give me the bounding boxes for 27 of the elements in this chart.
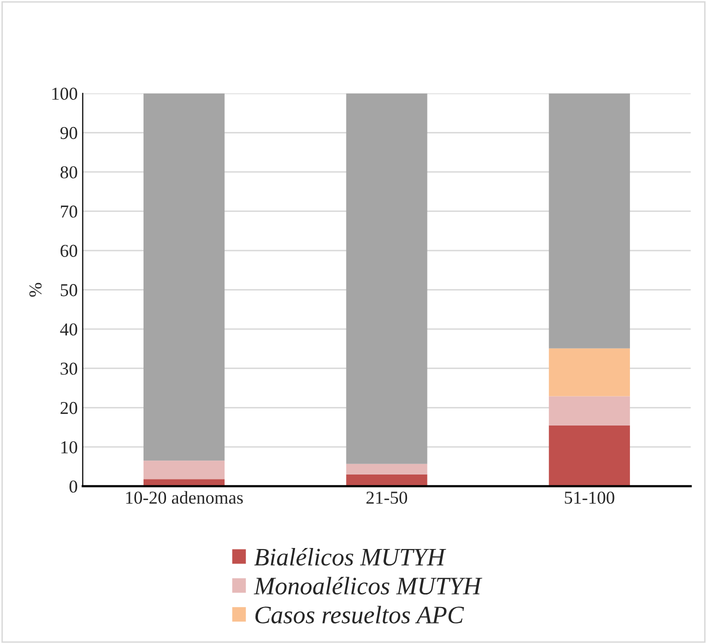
bar: [548, 348, 630, 396]
bar: [548, 425, 630, 486]
bar: [548, 93, 630, 348]
bar: [548, 396, 630, 426]
y-tick-label: 40: [60, 323, 78, 336]
bar: [346, 464, 428, 474]
x-tick-label: 21-50: [366, 492, 408, 504]
legend-label: Monoalélicos MUTYH: [254, 576, 482, 595]
bar: [346, 474, 428, 486]
y-tick-label: 20: [60, 402, 78, 414]
y-tick-label: 0: [70, 480, 78, 493]
bar: [144, 93, 225, 461]
x-tick-label: 10-20 adenomas: [126, 491, 243, 504]
y-tick-label: 80: [60, 166, 78, 178]
y-tick-label: 90: [60, 126, 78, 140]
y-tick-label: 70: [60, 205, 78, 218]
legend-label: Bialélicos MUTYH: [254, 548, 446, 566]
y-axis-title: %: [29, 282, 42, 297]
legend-label: Casos resueltos APC: [255, 606, 464, 624]
bar: [144, 460, 225, 480]
y-tick-label: 60: [60, 244, 78, 257]
y-tick-label: 30: [60, 362, 78, 375]
x-tick-label: 51-100: [564, 492, 614, 504]
y-tick-label: 50: [60, 284, 78, 296]
bar: [346, 93, 428, 464]
y-tick-label: 10: [61, 441, 78, 454]
y-tick-label: 100: [52, 88, 78, 100]
